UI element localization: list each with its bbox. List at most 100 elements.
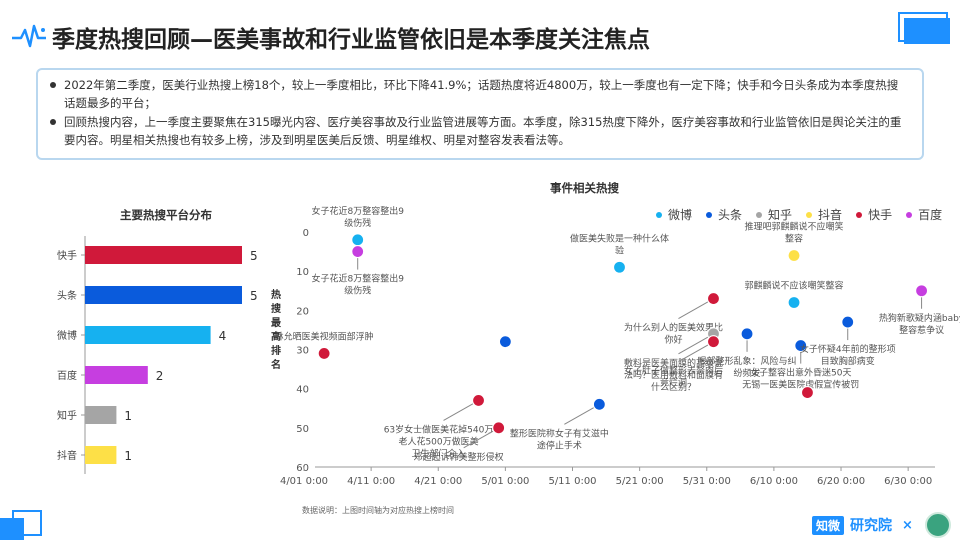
x-tick-label: 4/21 0:00 bbox=[414, 476, 462, 487]
data-point bbox=[471, 393, 486, 408]
legend-dot bbox=[656, 211, 662, 218]
x-tick-label: 5/31 0:00 bbox=[683, 476, 731, 487]
point-label: 眼部整形乱象：风险与纠 bbox=[698, 355, 797, 367]
data-point bbox=[498, 335, 512, 349]
y-axis-label-char: 高 bbox=[271, 330, 281, 343]
bar-category-label: 抖音 bbox=[57, 449, 77, 462]
legend-label: 抖音 bbox=[818, 208, 843, 222]
point-label: 女子花近8万整容整出9 bbox=[311, 273, 404, 285]
x-tick-label: 4/11 0:00 bbox=[347, 476, 395, 487]
bar-category-label: 百度 bbox=[57, 369, 77, 382]
bar-value-label: 5 bbox=[250, 249, 258, 263]
point-label: 途停止手术 bbox=[537, 439, 582, 451]
partner-logo-icon bbox=[924, 512, 951, 538]
bar bbox=[85, 446, 117, 464]
brand-box: 知微 bbox=[812, 515, 845, 535]
legend-item-toutiao: 头条 bbox=[706, 206, 742, 223]
y-tick-label: 40 bbox=[296, 385, 309, 396]
bar bbox=[85, 246, 242, 264]
point-label: 林允晒医美视频面部浮肿 bbox=[275, 330, 374, 342]
legend-dot bbox=[756, 211, 763, 218]
point-label: 邓超起诉韩美整形侵权 bbox=[414, 451, 504, 463]
x-tick-label: 6/20 0:00 bbox=[817, 476, 865, 487]
legend-item-baidu: 百度 bbox=[906, 206, 942, 223]
point-leader-line bbox=[564, 406, 595, 425]
point-label: 纷频发 bbox=[734, 367, 761, 379]
x-tick-label: 4/01 0:00 bbox=[280, 476, 328, 487]
legend-label: 头条 bbox=[718, 208, 743, 222]
data-point bbox=[492, 421, 506, 435]
x-tick-label: 6/30 0:00 bbox=[884, 476, 932, 487]
point-label: 女子花近8万整容整出9 bbox=[311, 205, 404, 217]
point-label: 老人花500万做医美 bbox=[398, 435, 478, 447]
legend-dot bbox=[856, 211, 863, 218]
data-point-group bbox=[463, 421, 506, 449]
legend-dot bbox=[906, 211, 913, 218]
data-point-group bbox=[841, 315, 855, 341]
data-point bbox=[351, 244, 365, 259]
data-point-group bbox=[794, 338, 808, 364]
point-label: 女子怀疑4年前的整形项 bbox=[800, 343, 896, 355]
legend-dot bbox=[806, 211, 813, 218]
legend-label: 快手 bbox=[868, 208, 893, 222]
y-tick-label: 60 bbox=[296, 463, 309, 474]
point-leader-line bbox=[678, 344, 709, 363]
data-point-group bbox=[678, 335, 721, 363]
point-label: 女子整容出意外昏迷50天 bbox=[750, 367, 851, 379]
point-label: 你好 bbox=[664, 334, 682, 346]
y-axis-label-char: 最 bbox=[271, 317, 282, 329]
point-label: 整容惹争议 bbox=[899, 324, 944, 336]
legend-item-weibo: 微博 bbox=[656, 206, 692, 223]
point-label: 63岁女士做医美花掉540万 bbox=[384, 423, 494, 435]
data-point bbox=[592, 397, 606, 411]
data-point-group bbox=[787, 295, 801, 310]
bar-chart-title: 主要热搜平台分布 bbox=[120, 208, 212, 222]
brand-text: 研究院 bbox=[850, 518, 893, 534]
bar bbox=[85, 406, 117, 424]
data-point-group bbox=[612, 260, 627, 274]
y-tick-label: 50 bbox=[296, 424, 309, 435]
data-point bbox=[351, 233, 365, 247]
legend-label: 知乎 bbox=[768, 208, 793, 222]
y-tick-label: 10 bbox=[296, 267, 309, 278]
data-point bbox=[317, 346, 331, 361]
point-label: 女子肚子做整形去赘肉后 bbox=[624, 365, 723, 377]
y-axis-label-char: 排 bbox=[271, 344, 281, 357]
data-point-group bbox=[351, 244, 365, 270]
legend-item-zhihu: 知乎 bbox=[756, 206, 792, 223]
point-label: 整容 bbox=[785, 233, 803, 245]
point-leader-line bbox=[443, 402, 474, 421]
data-point bbox=[740, 327, 754, 341]
scatter-chart-title: 事件相关热搜 bbox=[550, 181, 619, 195]
point-leader-line bbox=[678, 301, 709, 320]
summary-item: 回顾热搜内容，上一季度主要聚焦在315曝光内容、医疗美容事故及行业监管进展等方面… bbox=[50, 113, 906, 149]
point-label: 无锡一医美医院虚假宣传被罚 bbox=[742, 379, 859, 391]
point-label: 推理吧郭麒麟说不应嘲笑 bbox=[745, 221, 844, 233]
bar bbox=[85, 286, 242, 304]
summary-item: 2022年第二季度，医美行业热搜上榜18个，较上一季度相比，环比下降41.9%；… bbox=[50, 76, 906, 112]
point-label: 卫生部门介入 bbox=[412, 447, 466, 459]
point-label: 级伤残 bbox=[344, 217, 371, 229]
legend-item-kuaishou: 快手 bbox=[856, 206, 892, 223]
x-tick-label: 5/21 0:00 bbox=[616, 476, 664, 487]
data-point-group bbox=[787, 248, 801, 263]
point-label: 目致胸部病变 bbox=[821, 355, 875, 367]
y-tick-label: 0 bbox=[303, 228, 309, 239]
bar-category-label: 头条 bbox=[57, 289, 77, 302]
data-point bbox=[800, 385, 815, 400]
x-tick-label: 5/01 0:00 bbox=[481, 476, 529, 487]
bar-category-label: 快手 bbox=[57, 249, 77, 262]
point-label: 法吗？医用敷料和面膜有 bbox=[624, 369, 723, 381]
y-axis-label-char: 名 bbox=[271, 358, 281, 371]
point-label: 整形医院称女子有艾滋中 bbox=[510, 427, 609, 439]
bar-value-label: 2 bbox=[156, 369, 164, 383]
point-label: 做医美失败是一种什么体 bbox=[570, 232, 669, 244]
legend-label: 百度 bbox=[918, 208, 943, 222]
point-label: 敷料是医美面膜的高级说 bbox=[624, 357, 723, 369]
x-tick-label: 5/11 0:00 bbox=[548, 476, 596, 487]
data-point-group bbox=[443, 393, 486, 421]
brand-logo: 知微 研究院 × bbox=[812, 512, 951, 538]
point-leader-line bbox=[463, 430, 494, 449]
page-title: 季度热搜回顾—医美事故和行业监管依旧是本季度关注焦点 bbox=[52, 27, 650, 53]
